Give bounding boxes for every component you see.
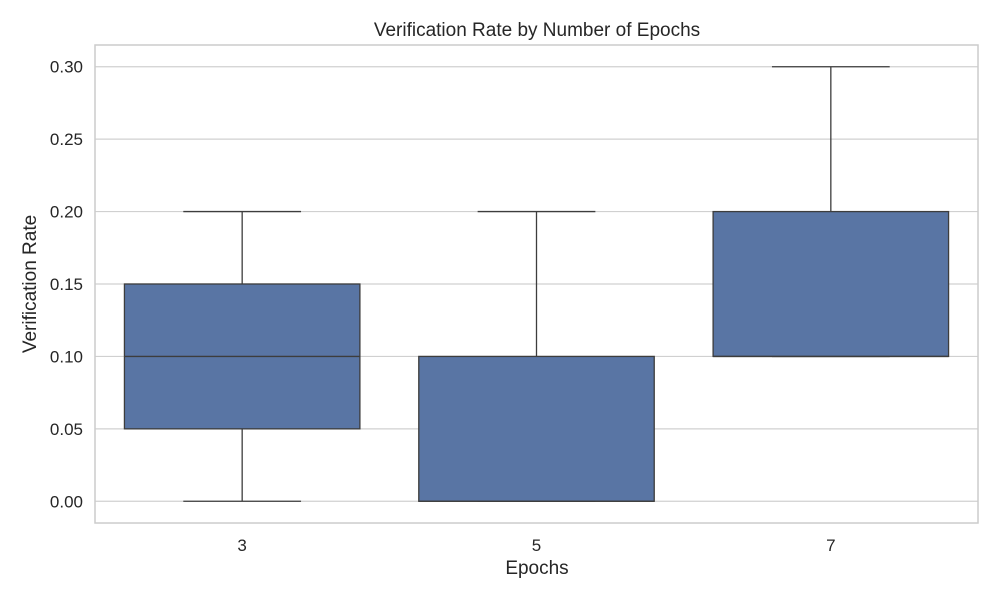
y-tick-label: 0.00 bbox=[50, 492, 83, 511]
box-group-5 bbox=[418, 210, 655, 502]
y-tick-label: 0.15 bbox=[50, 275, 83, 294]
y-tick-label: 0.30 bbox=[50, 58, 83, 77]
x-tick-label: 7 bbox=[826, 536, 835, 555]
box-group-3 bbox=[123, 210, 361, 502]
x-axis-label: Epochs bbox=[505, 558, 568, 579]
y-tick-label: 0.05 bbox=[50, 420, 83, 439]
x-tick-label: 5 bbox=[532, 536, 541, 555]
x-tick-labels: 3 5 7 bbox=[237, 536, 835, 555]
chart-title: Verification Rate by Number of Epochs bbox=[374, 20, 700, 41]
y-tick-labels: 0.00 0.05 0.10 0.15 0.20 0.25 0.30 bbox=[50, 58, 83, 512]
plot-frame bbox=[94, 44, 979, 524]
y-tick-label: 0.25 bbox=[50, 130, 83, 149]
y-tick-label: 0.20 bbox=[50, 203, 83, 222]
box-iqr bbox=[418, 355, 655, 502]
y-tick-label: 0.10 bbox=[50, 347, 83, 366]
x-tick-label: 3 bbox=[237, 536, 246, 555]
y-axis-label: Verification Rate bbox=[20, 215, 41, 353]
box-group-7 bbox=[712, 66, 950, 358]
box-iqr bbox=[712, 210, 950, 358]
box-layer bbox=[123, 66, 950, 502]
